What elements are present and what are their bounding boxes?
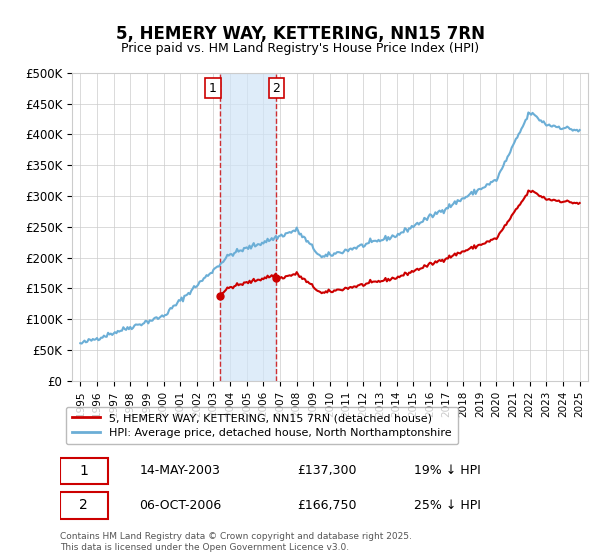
Text: 25% ↓ HPI: 25% ↓ HPI (414, 499, 481, 512)
Bar (220, 73, 276, 381)
Text: 2: 2 (272, 82, 280, 95)
FancyBboxPatch shape (60, 458, 107, 484)
Text: 06-OCT-2006: 06-OCT-2006 (139, 499, 221, 512)
Text: 14-MAY-2003: 14-MAY-2003 (139, 464, 220, 477)
Text: 5, HEMERY WAY, KETTERING, NN15 7RN: 5, HEMERY WAY, KETTERING, NN15 7RN (115, 25, 485, 43)
Text: £166,750: £166,750 (298, 499, 357, 512)
Text: 19% ↓ HPI: 19% ↓ HPI (414, 464, 481, 477)
Text: Contains HM Land Registry data © Crown copyright and database right 2025.
This d: Contains HM Land Registry data © Crown c… (60, 532, 412, 552)
Text: 1: 1 (209, 82, 217, 95)
Legend: 5, HEMERY WAY, KETTERING, NN15 7RN (detached house), HPI: Average price, detache: 5, HEMERY WAY, KETTERING, NN15 7RN (deta… (65, 407, 458, 445)
Text: 2: 2 (79, 498, 88, 512)
Text: Price paid vs. HM Land Registry's House Price Index (HPI): Price paid vs. HM Land Registry's House … (121, 42, 479, 55)
FancyBboxPatch shape (60, 492, 107, 519)
Text: £137,300: £137,300 (298, 464, 357, 477)
Text: 1: 1 (79, 464, 88, 478)
